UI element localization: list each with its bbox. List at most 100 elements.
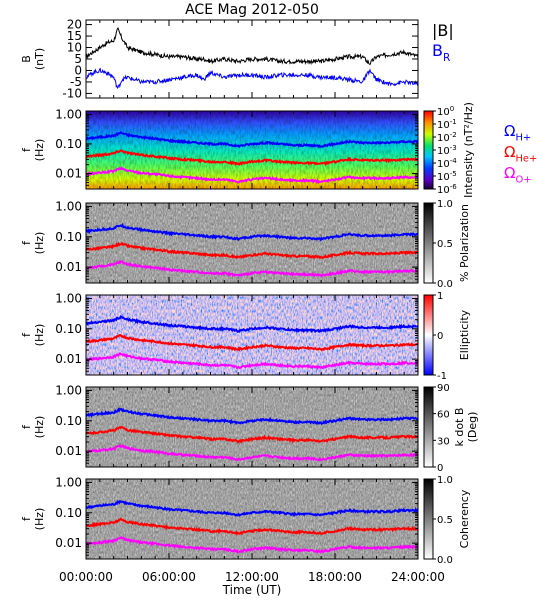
freq-tick-label: 0.01 xyxy=(55,260,82,274)
colorbar-label-unit: (Deg) xyxy=(466,412,479,443)
series-line-b-total xyxy=(86,27,418,66)
gyro-he-line xyxy=(86,517,418,536)
freq-axis-label: f xyxy=(20,332,33,337)
colorbar-tick-label: 10-6 xyxy=(437,183,457,196)
freq-axis-unit: (Hz) xyxy=(33,508,46,531)
freq-tick-label: 0.01 xyxy=(55,536,82,550)
gyro-he-line xyxy=(86,333,418,352)
gyro-he-line xyxy=(86,241,418,260)
freq-tick-label: 1.00 xyxy=(55,383,82,397)
colorbar-tick-label: 100 xyxy=(437,105,454,118)
gyro-o-line xyxy=(86,351,418,371)
time-tick-label: 24:00:00 xyxy=(391,570,445,584)
colorbar-tick-label: -1 xyxy=(437,371,447,382)
freq-axis-unit: (Hz) xyxy=(33,416,46,439)
colorbar xyxy=(423,386,434,468)
freq-axis-unit: (Hz) xyxy=(33,324,46,347)
panel-kdotb: 1.00 0.10 0.01 f (Hz) 90 60 30 0 k dot B (Deg) xyxy=(20,383,479,474)
time-tick-label: 12:00:00 xyxy=(225,570,279,584)
freq-tick-label: 1.00 xyxy=(55,291,82,305)
colorbar-tick-label: 0.5 xyxy=(437,515,453,526)
colorbar-tick-label: 10-2 xyxy=(437,131,457,144)
colorbar-tick-label: 10-4 xyxy=(437,157,457,170)
gyro-o-line xyxy=(86,166,418,185)
colorbar-tick-label: 1.0 xyxy=(437,475,453,486)
b-y-tick-label: 20 xyxy=(67,18,82,32)
gyro-h-line xyxy=(86,499,418,518)
spectrogram-texture xyxy=(86,387,418,467)
freq-tick-label: 0.10 xyxy=(55,137,82,151)
freq-axis-label: f xyxy=(20,424,33,429)
colorbar-tick-label: 0.0 xyxy=(437,555,453,566)
series-line-b-r xyxy=(86,67,418,89)
freq-tick-label: 0.10 xyxy=(55,506,82,520)
freq-axis-unit: (Hz) xyxy=(33,139,46,162)
time-tick-label: 00:00:00 xyxy=(59,570,113,584)
colorbar xyxy=(423,110,434,190)
b-y-tick-label: -10 xyxy=(62,86,82,100)
freq-axis-label: f xyxy=(20,147,33,152)
panel-intensity: 1.00 0.10 0.01 f (Hz) 10010-110-210-310-410-5… xyxy=(20,102,537,198)
figure-title: ACE Mag 2012-050 xyxy=(185,2,319,18)
freq-tick-label: 0.01 xyxy=(55,444,82,458)
freq-tick-label: 0.01 xyxy=(55,352,82,366)
time-axis: 00:00:00 06:00:00 12:00:00 18:00:00 24:00:00 xyxy=(59,570,445,584)
colorbar-tick-label: 0.5 xyxy=(437,239,453,250)
colorbar-tick-label: 0 xyxy=(437,463,443,474)
colorbar-tick-label: 60 xyxy=(437,410,450,421)
colorbar-tick-label: 0.0 xyxy=(437,279,453,290)
colorbar xyxy=(423,294,434,376)
gyro-he-line xyxy=(86,149,418,167)
colorbar-label: k dot B xyxy=(453,408,466,447)
time-axis-label: Time (UT) xyxy=(222,583,282,597)
b-y-tick-label: 10 xyxy=(67,41,82,55)
colorbar-tick-label: 1 xyxy=(437,291,443,302)
legend-gyro-he: ΩHe+ xyxy=(504,143,537,165)
gyro-o-line xyxy=(86,536,418,554)
colorbar-tick-label: 30 xyxy=(437,436,450,447)
spectrogram-texture xyxy=(86,479,418,559)
freq-axis-label: f xyxy=(20,516,33,521)
freq-tick-label: 0.10 xyxy=(55,322,82,336)
legend-gyro-h: ΩH+ xyxy=(504,122,531,144)
legend-b-total: |B| xyxy=(432,21,454,40)
freq-tick-label: 1.00 xyxy=(55,475,82,489)
gyro-o-line xyxy=(86,259,418,278)
gyro-h-line xyxy=(86,315,418,334)
time-tick-label: 18:00:00 xyxy=(308,570,362,584)
spectrogram-texture xyxy=(86,203,418,283)
legend-gyro-o: ΩO+ xyxy=(504,164,532,186)
b-y-axis-unit: (nT) xyxy=(33,48,46,70)
colorbar xyxy=(423,478,434,560)
gyro-h-line xyxy=(86,407,418,425)
colorbar-tick-label: 0 xyxy=(437,331,443,342)
colorbar-tick-label: 90 xyxy=(437,383,450,394)
panel-ellipticity: 1.00 0.10 0.01 f (Hz) 1 0 -1 Ellipticity xyxy=(20,291,471,382)
freq-axis-unit: (Hz) xyxy=(33,232,46,255)
panel-coherency: 1.00 0.10 0.01 f (Hz) 1.0 0.5 0.0 Coherency xyxy=(20,475,471,566)
b-y-tick-label: 0 xyxy=(74,63,82,77)
freq-tick-label: 0.01 xyxy=(55,167,82,181)
spectrogram-texture xyxy=(86,295,418,375)
colorbar-label: % Polarization xyxy=(458,204,471,282)
b-y-tick-label: -5 xyxy=(70,75,82,89)
panel-polarization: 1.00 0.10 0.01 f (Hz) 1.0 0.5 0.0 % Polarization xyxy=(20,199,471,290)
colorbar-tick-label: 10-1 xyxy=(437,118,457,131)
gyro-h-line xyxy=(86,130,418,149)
gyro-o-line xyxy=(86,444,418,462)
b-y-tick-label: 5 xyxy=(74,52,82,66)
b-y-tick-label: 15 xyxy=(67,29,82,43)
magnetic-field-frame xyxy=(85,19,419,99)
gyro-h-line xyxy=(86,222,418,242)
spectrogram-texture xyxy=(86,111,418,189)
time-tick-label: 06:00:00 xyxy=(142,570,196,584)
freq-tick-label: 0.10 xyxy=(55,230,82,244)
freq-tick-label: 1.00 xyxy=(55,199,82,213)
colorbar-tick-label: 1.0 xyxy=(437,199,453,210)
colorbar-label: Intensity (nT²/Hz) xyxy=(462,102,475,198)
freq-tick-label: 0.10 xyxy=(55,414,82,428)
colorbar-label: Coherency xyxy=(458,489,471,548)
